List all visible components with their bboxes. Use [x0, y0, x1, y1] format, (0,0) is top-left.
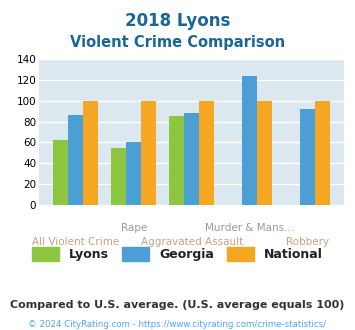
- Bar: [83, 101, 98, 205]
- Bar: [126, 142, 141, 205]
- Bar: [242, 76, 257, 205]
- Bar: [68, 115, 83, 205]
- Text: Violent Crime Comparison: Violent Crime Comparison: [70, 35, 285, 50]
- Bar: [141, 101, 156, 205]
- Text: 2018 Lyons: 2018 Lyons: [125, 12, 230, 30]
- Text: Aggravated Assault: Aggravated Assault: [141, 237, 243, 247]
- Bar: [315, 101, 331, 205]
- Text: Rape: Rape: [120, 223, 147, 233]
- Legend: Lyons, Georgia, National: Lyons, Georgia, National: [27, 242, 328, 266]
- Text: Compared to U.S. average. (U.S. average equals 100): Compared to U.S. average. (U.S. average …: [10, 300, 345, 310]
- Bar: [300, 109, 315, 205]
- Bar: [169, 116, 184, 205]
- Bar: [199, 101, 214, 205]
- Text: All Violent Crime: All Violent Crime: [32, 237, 119, 247]
- Bar: [184, 113, 199, 205]
- Text: © 2024 CityRating.com - https://www.cityrating.com/crime-statistics/: © 2024 CityRating.com - https://www.city…: [28, 319, 327, 329]
- Bar: [257, 101, 272, 205]
- Text: Murder & Mans...: Murder & Mans...: [205, 223, 294, 233]
- Bar: [111, 148, 126, 205]
- Text: Robbery: Robbery: [286, 237, 329, 247]
- Bar: [53, 140, 68, 205]
